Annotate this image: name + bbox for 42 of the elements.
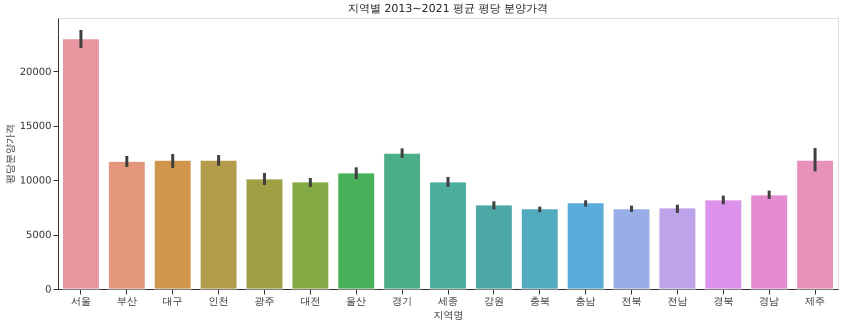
bar [154,160,192,290]
y-axis-title: 평당분양가격 [6,124,17,184]
x-tick-label: 충남 [576,296,596,308]
bar [337,172,375,290]
bar [292,182,330,290]
bar [704,200,742,290]
bar [62,38,100,290]
x-tick-label: 서울 [70,296,91,308]
y-tick-label: 0 [45,284,52,296]
bar [383,152,421,290]
bar [521,208,559,290]
x-tick-label: 강원 [484,296,504,308]
x-tick-label: 대구 [162,296,183,308]
x-tick-label: 세종 [438,296,458,308]
bar [750,194,788,290]
x-tick-label: 대전 [300,296,320,308]
bar [612,208,650,290]
y-tick-label: 5000 [26,230,52,242]
bar [566,202,604,290]
x-tick-label: 충북 [530,296,550,308]
x-tick-label: 제주 [805,296,826,308]
bar [108,161,146,290]
x-tick-label: 경남 [759,296,780,308]
x-tick-label: 전북 [622,296,642,308]
x-tick-label: 전남 [667,296,688,308]
x-tick-label: 부산 [116,296,137,308]
x-tick-label: 울산 [346,296,366,308]
bar [246,178,284,290]
bar [658,208,696,290]
bar [796,160,834,290]
y-tick-label: 15000 [20,121,52,132]
chart-title: 지역별 2013~2021 평균 평당 분양가격 [348,2,548,15]
y-tick-label: 20000 [20,66,52,78]
x-tick-label: 경기 [392,296,412,308]
x-axis-title: 지역명 [434,310,464,322]
x-tick-label: 경북 [713,296,734,308]
y-tick-label: 10000 [20,176,52,187]
bar [475,204,513,290]
x-tick-label: 인천 [208,296,229,308]
bar [200,160,238,290]
bar [429,182,467,290]
x-tick-label: 광주 [254,296,274,308]
